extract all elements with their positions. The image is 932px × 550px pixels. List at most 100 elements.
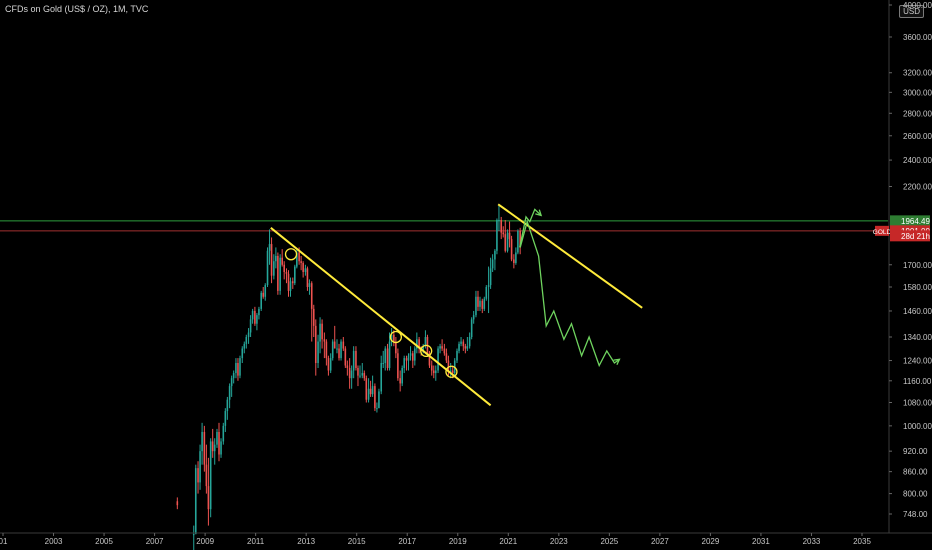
candle-body <box>348 367 351 379</box>
candle <box>414 346 416 366</box>
y-tick-label: 748.00 <box>903 510 928 519</box>
candle-body <box>300 261 302 263</box>
chart-title: CFDs on Gold (US$ / OZ), 1M, TVC <box>5 4 149 14</box>
candle-body <box>500 220 503 233</box>
projection-path[interactable] <box>519 208 542 248</box>
candle <box>260 290 263 311</box>
candle-body <box>451 370 454 374</box>
price-label-bg <box>890 215 930 227</box>
candle-body <box>361 373 364 376</box>
candle <box>235 358 237 379</box>
trendline[interactable] <box>497 203 643 309</box>
candle <box>517 229 519 255</box>
candle-body <box>513 259 515 263</box>
candle-body <box>399 378 401 384</box>
drawings[interactable] <box>270 203 643 407</box>
candle-body <box>254 310 256 324</box>
currency-badge[interactable]: USD <box>899 5 924 18</box>
y-tick-label: 1080.00 <box>903 398 932 407</box>
candle <box>359 365 361 379</box>
candle <box>483 296 486 311</box>
candle <box>279 254 281 295</box>
candle <box>325 339 328 366</box>
candle-body <box>285 271 288 274</box>
y-tick-label: 3600.00 <box>903 33 932 42</box>
candle-body <box>273 261 275 276</box>
candle <box>201 422 203 465</box>
candle-body <box>458 343 460 351</box>
candle <box>346 360 349 376</box>
y-tick-label: 920.00 <box>903 447 928 456</box>
candle-body <box>494 250 496 260</box>
candle <box>224 408 227 432</box>
candle-body <box>357 367 359 376</box>
candle-body <box>317 341 319 364</box>
candle-body <box>443 348 446 354</box>
y-tick-label: 1460.00 <box>903 307 932 316</box>
candle <box>451 365 454 379</box>
trendline[interactable] <box>270 227 492 407</box>
candle <box>256 313 258 331</box>
candle-body <box>506 232 509 251</box>
candle-body <box>340 341 342 359</box>
candle-body <box>409 353 412 356</box>
circle-marker[interactable] <box>389 330 403 344</box>
candle-body <box>449 370 452 372</box>
candle <box>508 221 511 248</box>
candle-body <box>401 367 403 384</box>
candle <box>496 218 498 255</box>
circle-marker[interactable] <box>284 248 298 261</box>
price-label-bg <box>890 230 930 242</box>
candle-body <box>382 363 385 365</box>
candle <box>481 298 484 314</box>
circle-marker[interactable] <box>445 365 458 378</box>
candle <box>449 363 452 379</box>
candle <box>384 346 387 371</box>
circle-marker[interactable] <box>420 344 433 358</box>
x-tick-label: 01 <box>0 537 8 546</box>
candle <box>287 270 290 297</box>
candle-body <box>430 365 433 371</box>
time-axis[interactable]: 01 2003 2005 2007 2009 2011 2013 2015 2017 2019 20… <box>0 532 932 546</box>
candle-body <box>289 281 292 291</box>
candle <box>226 396 229 420</box>
candle <box>344 346 347 368</box>
candle-body <box>424 337 427 347</box>
candle <box>472 310 475 324</box>
candle <box>477 290 479 311</box>
price-label-text: 1964.49 <box>901 217 930 226</box>
candle <box>268 229 271 265</box>
candle <box>232 370 235 384</box>
x-tick-label: 2007 <box>146 537 164 546</box>
candle-body <box>232 373 235 379</box>
candle <box>395 337 397 359</box>
candle-body <box>432 370 435 374</box>
candle <box>355 346 357 371</box>
candle <box>336 339 338 354</box>
candle <box>207 457 210 526</box>
candle-body <box>239 358 241 376</box>
candle <box>376 402 378 413</box>
candle-body <box>519 230 521 248</box>
candle-body <box>199 451 201 483</box>
candle-body <box>460 341 462 344</box>
candle-body <box>216 431 218 445</box>
candle-body <box>327 358 330 371</box>
candle <box>203 425 206 472</box>
x-tick-label: 2011 <box>247 537 265 546</box>
x-tick-label: 2021 <box>499 537 517 546</box>
candle <box>494 249 496 271</box>
candle-body <box>312 308 315 326</box>
projection-path[interactable] <box>519 219 620 368</box>
candle <box>321 319 323 349</box>
price-axis[interactable]: 748.00 800.00 860.00 920.00 1000.00 1080.00 11… <box>888 0 932 533</box>
candle <box>502 226 505 238</box>
candle-body <box>371 386 374 395</box>
candle <box>485 285 488 301</box>
candle <box>441 339 443 351</box>
candle-body <box>331 341 334 359</box>
candle-body <box>228 386 231 400</box>
candle-body <box>270 244 273 276</box>
candle <box>283 261 285 280</box>
